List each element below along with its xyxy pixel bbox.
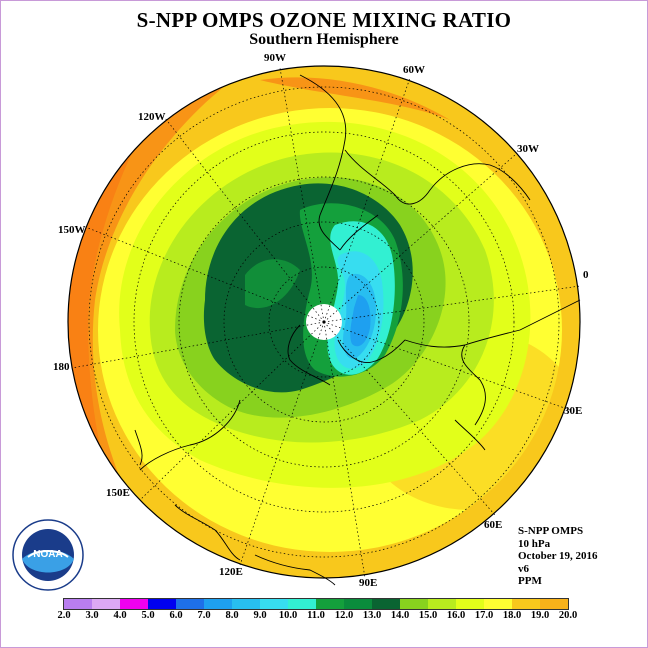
colorbar-swatch [540, 599, 568, 609]
colorbar-tick-label: 13.0 [362, 610, 382, 621]
lon-label-120w: 120W [138, 111, 166, 123]
info-date: October 19, 2016 [518, 550, 598, 562]
lon-label-150w: 150W [58, 224, 86, 236]
info-level: 10 hPa [518, 537, 551, 550]
colorbar-tick-label: 16.0 [446, 610, 466, 621]
colorbar-swatch [344, 599, 372, 609]
colorbar-tick-label: 2.0 [57, 610, 71, 621]
colorbar-swatch [176, 599, 204, 609]
ozone-field [68, 66, 580, 578]
lon-label-60w: 60W [403, 64, 425, 76]
colorbar-tick-label: 11.0 [307, 610, 325, 621]
colorbar-swatch [456, 599, 484, 609]
noaa-logo-icon: NOAA [12, 519, 84, 591]
colorbar-swatch [288, 599, 316, 609]
map-title: S-NPP OMPS OZONE MIXING RATIO [136, 8, 512, 32]
colorbar-tick-label: 3.0 [85, 610, 99, 621]
colorbar-tick-label: 4.0 [113, 610, 127, 621]
info-units: PPM [518, 575, 542, 587]
colorbar-swatch [232, 599, 260, 609]
colorbar-tick-label: 17.0 [474, 610, 494, 621]
colorbar-swatch [148, 599, 176, 609]
colorbar-tick-label: 12.0 [334, 610, 354, 621]
lon-label-180: 180 [53, 361, 70, 373]
latitude-circles [88, 86, 560, 558]
colorbar-tick-label: 10.0 [278, 610, 298, 621]
colorbar-swatch [316, 599, 344, 609]
info-instrument: S-NPP OMPS [518, 525, 584, 537]
lon-label-0: 0 [583, 269, 589, 281]
info-version: v6 [518, 562, 529, 575]
colorbar-swatch [92, 599, 120, 609]
info-block: S-NPP OMPS 10 hPa October 19, 2016 v6 PP… [518, 525, 598, 588]
colorbar-tick-label: 9.0 [253, 610, 267, 621]
colorbar-tick-label: 19.0 [530, 610, 550, 621]
lon-label-30e: 30E [564, 405, 582, 417]
colorbar-tick-label: 20.0 [558, 610, 578, 621]
lon-label-30w: 30W [517, 143, 539, 155]
colorbar-tick-label: 18.0 [502, 610, 522, 621]
colorbar-tick-label: 6.0 [169, 610, 183, 621]
colorbar-swatch [260, 599, 288, 609]
meridians [71, 67, 581, 579]
colorbar-tick-label: 5.0 [141, 610, 155, 621]
lon-label-90w: 90W [264, 52, 286, 64]
colorbar-tick-label: 8.0 [225, 610, 239, 621]
logo-text: NOAA [33, 549, 62, 560]
colorbar-swatch [428, 599, 456, 609]
map-boundary [67, 65, 581, 579]
colorbar-tick-labels: 2.0 3.0 4.0 5.0 6.0 7.0 8.0 9.0 10.0 11.0 12.0 13.0… [0, 610, 648, 624]
lon-label-90e: 90E [359, 577, 377, 589]
colorbar-swatch [120, 599, 148, 609]
colorbar-swatch [512, 599, 540, 609]
south-pole-marker [322, 320, 326, 324]
lon-label-60e: 60E [484, 519, 502, 531]
coastlines [134, 74, 581, 586]
lon-label-120e: 120E [219, 566, 243, 578]
colorbar [63, 598, 569, 610]
colorbar-swatch [372, 599, 400, 609]
map-subtitle: Southern Hemisphere [249, 31, 399, 48]
colorbar-swatch [64, 599, 92, 609]
colorbar-tick-label: 15.0 [418, 610, 438, 621]
lon-label-150e: 150E [106, 487, 130, 499]
colorbar-tick-label: 14.0 [390, 610, 410, 621]
colorbar-tick-label: 7.0 [197, 610, 211, 621]
colorbar-swatch [400, 599, 428, 609]
colorbar-swatch [204, 599, 232, 609]
colorbar-swatch [484, 599, 512, 609]
